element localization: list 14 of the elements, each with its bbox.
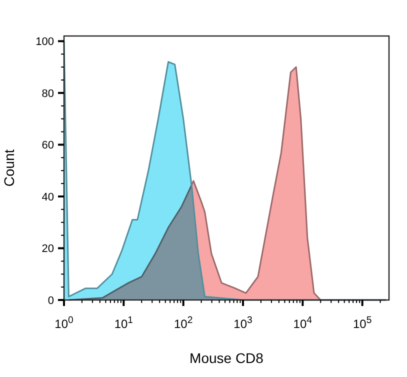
y-tick-label: 40: [42, 191, 54, 204]
x-tick-label: 10$^{1}$: [114, 314, 134, 331]
y-tick-label: 0: [48, 295, 54, 307]
y-tick-label: 80: [42, 88, 54, 100]
x-tick-label: 10$^{0}$: [54, 314, 74, 331]
y-tick-label: 100: [36, 36, 54, 48]
x-tick-label: 10$^{2}$: [174, 314, 193, 331]
y-axis-title: Count: [1, 149, 17, 187]
x-tick-label: 10$^{5}$: [352, 314, 372, 331]
y-tick-label: 20: [42, 243, 54, 256]
y-tick-label: 60: [42, 140, 54, 152]
x-tick-label: 10$^{3}$: [234, 314, 252, 331]
x-axis-title: Mouse CD8: [190, 350, 264, 366]
x-tick-label: 10$^{4}$: [293, 314, 313, 331]
